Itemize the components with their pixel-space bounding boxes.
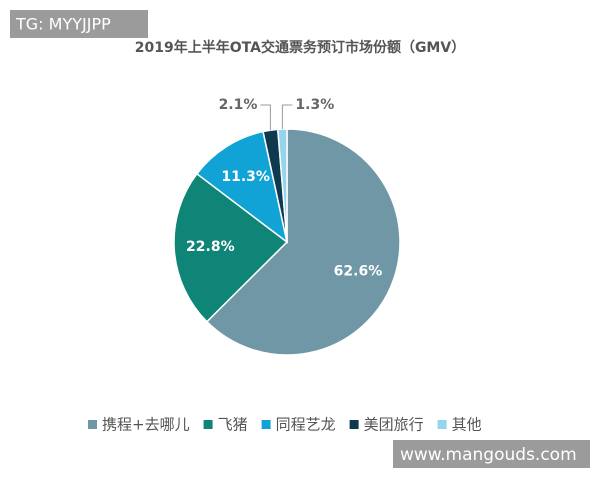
watermark: TG: MYYJJPP	[15, 15, 111, 34]
pie-slice	[205, 128, 401, 356]
watermark: www.mangouds.com	[400, 445, 577, 465]
data-label: 1.3%	[295, 97, 334, 113]
pie-slice	[173, 172, 289, 323]
watermark-box	[10, 10, 148, 38]
legend-swatch	[203, 420, 213, 429]
leader-line	[260, 104, 271, 131]
data-label: 62.6%	[334, 263, 383, 279]
data-label: 2.1%	[219, 97, 258, 113]
leader-line	[281, 104, 293, 130]
legend-label: 美团旅行	[364, 416, 424, 434]
watermark-box	[393, 440, 590, 468]
legend-swatch	[437, 420, 447, 429]
pie-slice	[195, 130, 289, 244]
legend-swatch	[261, 420, 271, 429]
legend-swatch	[349, 420, 359, 429]
legend: 携程+去哪儿 飞猪 同程艺龙 美团旅行 其他	[88, 416, 482, 434]
data-label: 11.3%	[221, 169, 270, 185]
data-label: 22.8%	[186, 239, 235, 255]
legend-label: 其他	[452, 416, 482, 434]
chart-title: 2019年上半年OTA交通票务预订市场份额（GMV）	[135, 39, 465, 56]
legend-label: 同程艺龙	[276, 416, 336, 434]
pie: 62.6% 22.8% 11.3% 2.1% 1.3%	[173, 97, 401, 356]
legend-label: 携程+去哪儿	[102, 416, 190, 434]
legend-swatch	[88, 420, 97, 429]
legend-label: 飞猪	[218, 416, 248, 434]
